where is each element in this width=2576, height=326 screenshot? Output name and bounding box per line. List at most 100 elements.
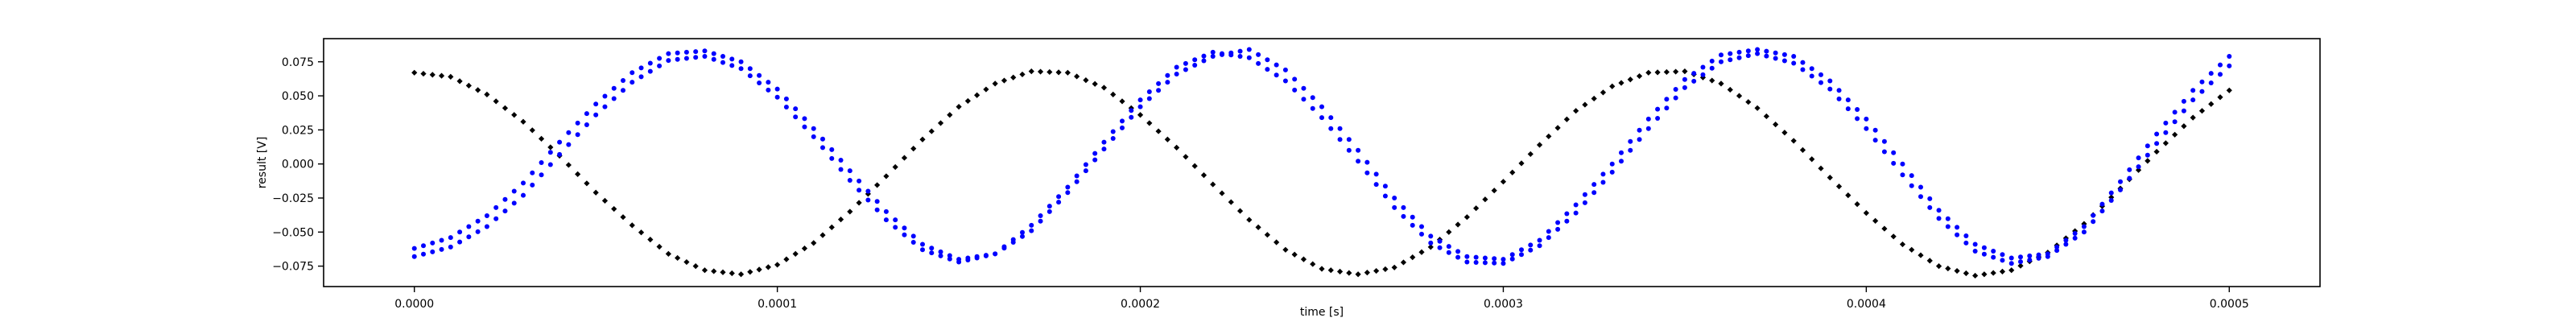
data-point	[1663, 68, 1670, 76]
data-point	[937, 120, 944, 126]
data-point	[2172, 109, 2178, 115]
data-point	[1790, 138, 1797, 144]
data-point	[857, 178, 862, 184]
y-tick-label: −0.075	[272, 261, 314, 274]
data-point	[1410, 214, 1415, 220]
data-point	[2000, 252, 2005, 258]
data-point	[1791, 60, 1797, 66]
data-point	[2091, 213, 2096, 218]
data-point	[729, 63, 735, 68]
data-point	[802, 116, 807, 122]
data-point	[611, 85, 617, 91]
data-point	[729, 56, 735, 62]
data-point	[1020, 229, 1025, 235]
data-point	[511, 200, 517, 206]
data-point	[1418, 249, 1425, 255]
data-point	[675, 50, 680, 56]
data-point	[1972, 272, 1979, 279]
data-point	[992, 80, 998, 87]
data-point	[2181, 108, 2186, 113]
data-point	[1174, 144, 1180, 151]
data-point	[1001, 77, 1008, 84]
data-point	[1809, 73, 1814, 79]
data-point	[1427, 244, 1434, 250]
data-point	[557, 151, 563, 157]
data-point	[511, 112, 518, 118]
data-point	[1201, 58, 1207, 64]
data-point	[1473, 205, 1480, 212]
data-point	[820, 136, 825, 142]
data-point	[547, 162, 553, 167]
data-point	[1192, 57, 1198, 63]
data-point	[1673, 87, 1678, 93]
data-point	[920, 247, 925, 253]
data-point	[2199, 79, 2205, 85]
data-point	[520, 118, 526, 125]
data-point	[1038, 218, 1043, 224]
data-point	[1645, 126, 1651, 131]
data-point	[1282, 246, 1289, 253]
data-point	[829, 146, 835, 152]
data-point	[793, 114, 799, 120]
data-point	[1236, 208, 1244, 214]
data-point	[1700, 64, 1706, 70]
data-point	[693, 49, 699, 55]
data-point	[1728, 51, 1733, 56]
data-point	[756, 266, 762, 273]
data-point	[947, 253, 952, 258]
data-point	[1301, 97, 1307, 102]
data-point	[693, 55, 699, 60]
data-point	[1682, 68, 1688, 75]
data-point	[592, 189, 599, 196]
data-point	[1274, 72, 1279, 78]
data-point	[593, 101, 599, 107]
data-point	[1519, 252, 1524, 258]
data-point	[738, 66, 744, 72]
data-point	[1428, 240, 1434, 246]
data-point	[1682, 85, 1687, 90]
data-point	[2081, 229, 2087, 235]
data-point	[1120, 118, 1125, 124]
data-point	[1845, 192, 1852, 199]
data-point	[1400, 259, 1407, 266]
data-point	[910, 146, 917, 152]
data-point	[1010, 74, 1017, 80]
data-point	[2099, 208, 2105, 214]
data-point	[1855, 107, 1860, 112]
data-point	[1192, 63, 1198, 68]
data-point	[530, 170, 535, 175]
data-point	[420, 70, 427, 77]
data-point	[1781, 130, 1788, 136]
data-point	[1083, 77, 1089, 84]
data-point	[1164, 136, 1170, 142]
data-point	[747, 269, 753, 275]
data-point	[1074, 179, 1080, 184]
data-point	[1137, 97, 1143, 103]
data-point	[1119, 98, 1125, 105]
data-point	[2208, 80, 2214, 85]
data-point	[1500, 179, 1507, 185]
data-point	[1246, 47, 1252, 52]
data-point	[1763, 113, 1769, 120]
data-point	[1237, 48, 1243, 54]
data-point	[539, 160, 544, 165]
data-point	[1463, 214, 1470, 221]
data-point	[711, 56, 716, 62]
data-point	[1918, 194, 1923, 200]
data-point	[1936, 216, 1942, 221]
data-point	[1056, 194, 1062, 200]
data-point	[702, 48, 708, 54]
data-point	[1382, 184, 1388, 189]
data-point	[802, 124, 807, 130]
data-point	[1092, 157, 1098, 163]
data-point	[675, 56, 680, 62]
data-point	[2118, 179, 2123, 184]
data-point	[1945, 265, 1951, 272]
data-point	[620, 214, 626, 221]
data-point	[1881, 138, 1887, 144]
data-point	[1492, 256, 1497, 262]
data-point	[1628, 138, 1633, 144]
data-point	[448, 235, 453, 241]
data-point	[1691, 78, 1697, 84]
data-point	[1927, 204, 1933, 210]
